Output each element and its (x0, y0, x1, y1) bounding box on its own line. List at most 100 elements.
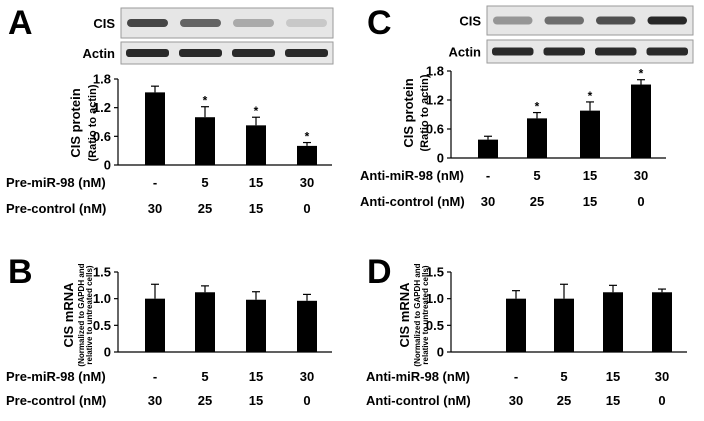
actin-band (646, 47, 688, 56)
y-axis-label: CIS mRNA (397, 282, 412, 348)
blot-label-cis: CIS (459, 14, 481, 29)
y-axis-label: CIS mRNA (61, 282, 76, 348)
cis-band (493, 16, 533, 25)
panel-letter: B (8, 253, 33, 291)
control-value: 25 (198, 201, 212, 216)
bar (145, 92, 165, 165)
treatment-value: 30 (655, 369, 669, 384)
cis-band (596, 16, 636, 25)
blot-label-actin: Actin (83, 46, 116, 61)
cis-band (180, 19, 221, 27)
treatment-value: - (153, 369, 157, 384)
treatment-value: 15 (606, 369, 620, 384)
control-label: Anti-control (nM) (366, 393, 471, 408)
treatment-value: 30 (300, 175, 314, 190)
treatment-value: 15 (249, 175, 263, 190)
bar (580, 110, 600, 158)
y-tick-label: 0 (437, 151, 444, 166)
control-label: Pre-control (nM) (6, 201, 106, 216)
cis-band (127, 19, 168, 27)
bar (246, 125, 266, 165)
panel-letter: C (367, 4, 392, 42)
significance-star: * (305, 130, 310, 144)
significance-star: * (254, 104, 259, 118)
control-value: 30 (148, 393, 162, 408)
panel-b: B 0 0.5 1.0 1.5 CIS mRNA (Normalized to GAPDH … (6, 253, 332, 408)
significance-star: * (535, 100, 540, 114)
cis-band (233, 19, 274, 27)
treatment-label: Anti-miR-98 (nM) (366, 369, 470, 384)
y-axis-sublabel-1: (Normalized to GAPDH and (413, 263, 422, 366)
y-tick-label: 0.5 (426, 318, 444, 333)
treatment-value: 5 (533, 168, 540, 183)
bar (631, 84, 651, 158)
treatment-value: - (153, 175, 157, 190)
control-value: 0 (303, 201, 310, 216)
treatment-label: Anti-miR-98 (nM) (360, 168, 464, 183)
y-tick-label: 0.6 (93, 129, 111, 144)
treatment-value: 5 (201, 175, 208, 190)
bar (297, 145, 317, 165)
y-tick-label: 0 (437, 345, 444, 360)
y-axis-label: CIS protein (68, 88, 83, 157)
treatment-value: 30 (634, 168, 648, 183)
control-value: 25 (530, 194, 544, 209)
control-value: 25 (198, 393, 212, 408)
bar (506, 298, 526, 352)
control-value: 0 (303, 393, 310, 408)
bar (246, 299, 266, 352)
y-tick-label: 1.0 (93, 291, 111, 306)
actin-band (179, 49, 222, 57)
treatment-value: 30 (300, 369, 314, 384)
bar (195, 117, 215, 165)
control-value: 15 (583, 194, 597, 209)
bar (195, 292, 215, 352)
control-value: 30 (148, 201, 162, 216)
y-tick-label: 0 (104, 158, 111, 173)
control-value: 15 (249, 393, 263, 408)
treatment-value: 5 (201, 369, 208, 384)
y-axis-sublabel-2: relative to untreated cells) (85, 265, 94, 364)
treatment-value: 5 (560, 369, 567, 384)
y-tick-label: 1.8 (93, 72, 111, 87)
treatment-value: 15 (249, 369, 263, 384)
control-value: 30 (509, 393, 523, 408)
y-axis-sublabel-2: relative to untreated cells) (421, 265, 430, 364)
panel-d: D 0 0.5 1.0 1.5 CIS mRNA (Normalized to GAPDH … (366, 253, 687, 408)
control-value: 0 (658, 393, 665, 408)
control-value: 30 (481, 194, 495, 209)
panel-c: C CIS Actin 0 0.6 1.2 1.8 * * * CIS protein (Ratio … (360, 4, 694, 209)
treatment-value: - (514, 369, 518, 384)
actin-band (285, 49, 328, 57)
actin-band (595, 47, 637, 56)
panel-letter: A (8, 4, 33, 42)
actin-band (543, 47, 585, 56)
y-tick-label: 1.8 (426, 64, 444, 79)
blot-label-actin: Actin (449, 45, 482, 60)
control-value: 0 (637, 194, 644, 209)
y-tick-label: 0.6 (426, 122, 444, 137)
cis-band (286, 19, 327, 27)
y-tick-label: 1.2 (426, 93, 444, 108)
y-tick-label: 0.5 (93, 318, 111, 333)
blot-label-cis: CIS (93, 16, 115, 31)
actin-band (232, 49, 275, 57)
y-tick-label: 1.2 (93, 100, 111, 115)
panel-a: A CIS Actin 0 0.6 1.2 1.8 * * * CIS protein (Ratio … (6, 4, 334, 216)
bar (297, 300, 317, 352)
cis-band (544, 16, 584, 25)
actin-blot (486, 39, 694, 64)
y-tick-label: 1.5 (93, 265, 111, 280)
control-value: 15 (249, 201, 263, 216)
control-value: 25 (557, 393, 571, 408)
y-tick-label: 1.5 (426, 265, 444, 280)
significance-star: * (203, 94, 208, 108)
actin-band (492, 47, 534, 56)
y-tick-label: 0 (104, 345, 111, 360)
control-label: Pre-control (nM) (6, 393, 106, 408)
control-value: 15 (606, 393, 620, 408)
panel-letter: D (367, 253, 392, 291)
actin-blot (120, 41, 334, 65)
significance-star: * (639, 67, 644, 81)
y-axis-sublabel: (Ratio to actin) (419, 74, 431, 151)
